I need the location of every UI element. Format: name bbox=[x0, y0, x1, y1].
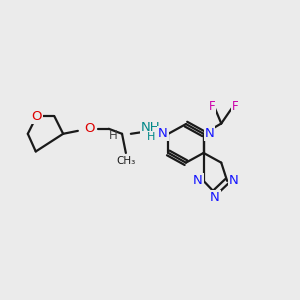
Text: F: F bbox=[208, 100, 215, 113]
Text: O: O bbox=[84, 122, 95, 135]
Text: N: N bbox=[158, 127, 168, 140]
Text: N: N bbox=[229, 174, 238, 187]
Text: CH₃: CH₃ bbox=[117, 157, 136, 166]
Text: N: N bbox=[193, 174, 202, 187]
Text: H: H bbox=[147, 132, 155, 142]
Text: H: H bbox=[109, 129, 118, 142]
Text: F: F bbox=[232, 100, 239, 113]
Text: O: O bbox=[32, 110, 42, 123]
Text: N: N bbox=[210, 191, 220, 205]
Text: N: N bbox=[205, 127, 214, 140]
Text: NH: NH bbox=[141, 121, 160, 134]
